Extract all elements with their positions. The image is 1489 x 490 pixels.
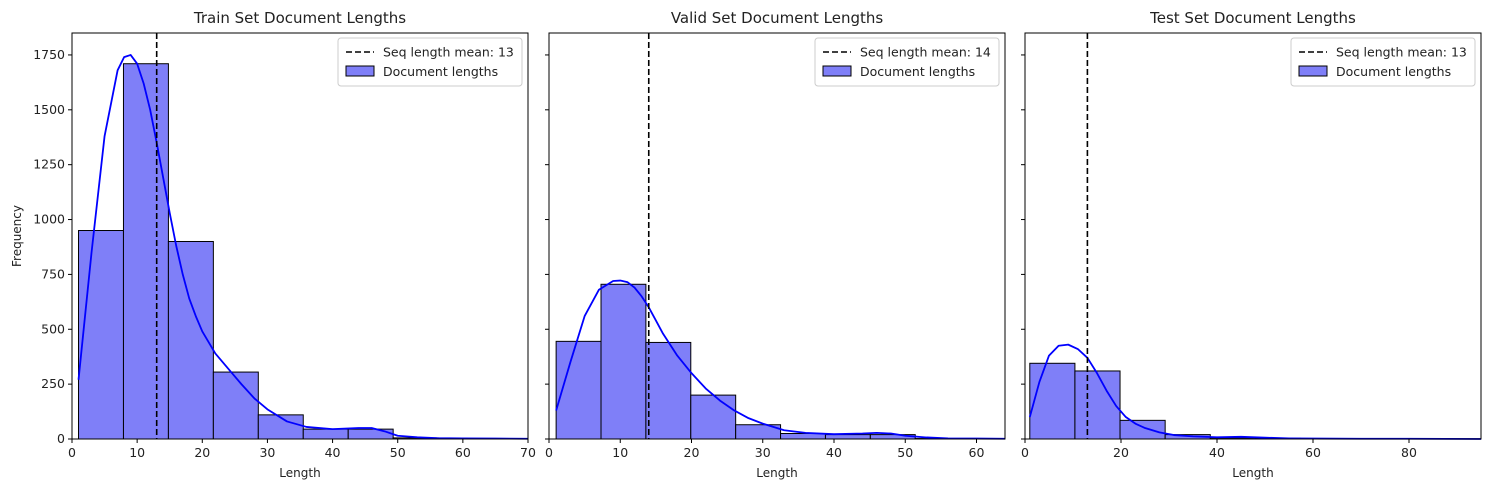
- x-tick-label: 50: [897, 445, 913, 460]
- y-tick-label: 1500: [33, 102, 65, 117]
- x-tick-label: 80: [1401, 445, 1417, 460]
- histogram-bar: [600, 283, 647, 440]
- x-tick-label: 40: [826, 445, 842, 460]
- chart-panel-2: 0 10 20 30 40 50 60 Valid Set Document Lengths L…: [545, 9, 1006, 480]
- y-tick-label: 1000: [33, 212, 65, 227]
- x-tick-label: 10: [129, 445, 145, 460]
- chart-title: Test Set Document Lengths: [1149, 9, 1356, 27]
- histogram-bars: [555, 283, 1006, 440]
- x-tick-label: 0: [545, 445, 553, 460]
- legend-label-mean: Seq length mean: 14: [860, 45, 991, 60]
- chart-panel-1: 0 10 20 30 40 50 60 70 0 250 500 750 1000 1250 1500 175…: [10, 9, 536, 480]
- legend-label-mean: Seq length mean: 13: [383, 45, 514, 60]
- x-tick-label: 20: [1113, 445, 1129, 460]
- histogram-bar: [212, 371, 259, 440]
- chart-title: Valid Set Document Lengths: [671, 9, 884, 27]
- legend-box: [1290, 37, 1476, 87]
- y-tick-label: 750: [41, 266, 65, 281]
- axes-frame: [1024, 32, 1482, 440]
- x-tick-label: 0: [68, 445, 76, 460]
- legend-label-bars: Document lengths: [1336, 64, 1451, 79]
- x-tick-label: 20: [684, 445, 700, 460]
- histogram-bar: [257, 414, 304, 440]
- histogram-bar: [302, 428, 349, 440]
- x-tick-label: 70: [520, 445, 536, 460]
- histogram-bars: [1029, 362, 1482, 440]
- y-tick-label: 250: [41, 376, 65, 391]
- legend-box: [814, 37, 1000, 87]
- legend: Seq length mean: 13 Document lengths: [337, 37, 523, 87]
- chart-panel-3: 0 20 40 60 80 Test Set Document Lengths Length…: [1021, 9, 1482, 480]
- y-tick-label: 0: [57, 431, 65, 446]
- legend-label-mean: Seq length mean: 13: [1336, 45, 1467, 60]
- x-tick-label: 30: [755, 445, 771, 460]
- kde-line: [1028, 343, 1482, 440]
- x-tick-label: 40: [1209, 445, 1225, 460]
- legend-bar-swatch: [1298, 65, 1328, 77]
- y-tick-label: 1750: [33, 47, 65, 62]
- histogram-bar: [1074, 370, 1121, 440]
- x-axis-label: Length: [279, 466, 320, 480]
- legend-bar-swatch: [345, 65, 375, 77]
- x-tick-label: 0: [1021, 445, 1029, 460]
- axes-frame: [71, 32, 529, 440]
- x-tick-label: 50: [390, 445, 406, 460]
- axes-frame: [548, 32, 1006, 440]
- x-tick-label: 60: [1305, 445, 1321, 460]
- histogram-bar: [167, 240, 214, 440]
- histogram-bars: [78, 63, 529, 440]
- histogram-bar: [78, 230, 124, 440]
- histogram-bar: [690, 394, 737, 440]
- histogram-bar: [122, 63, 169, 440]
- histogram-bar: [555, 340, 602, 440]
- legend: Seq length mean: 14 Document lengths: [814, 37, 1000, 87]
- histogram-bar: [1119, 419, 1166, 440]
- legend-label-bars: Document lengths: [383, 64, 498, 79]
- histogram-bar: [645, 341, 692, 440]
- x-tick-label: 20: [194, 445, 210, 460]
- legend-box: [337, 37, 523, 87]
- x-tick-label: 60: [969, 445, 985, 460]
- x-axis-label: Length: [1232, 466, 1273, 480]
- y-tick-label: 500: [41, 321, 65, 336]
- legend: Seq length mean: 13 Document lengths: [1290, 37, 1476, 87]
- kde-line: [555, 279, 1006, 440]
- histogram-bar: [347, 428, 394, 440]
- x-axis-label: Length: [756, 466, 797, 480]
- x-tick-label: 40: [325, 445, 341, 460]
- kde-line: [77, 54, 529, 440]
- histogram-bar: [1029, 362, 1076, 440]
- legend-bar-swatch: [822, 65, 852, 77]
- x-tick-label: 60: [455, 445, 471, 460]
- legend-label-bars: Document lengths: [860, 64, 975, 79]
- y-tick-label: 1250: [33, 157, 65, 172]
- chart-title: Train Set Document Lengths: [193, 9, 406, 27]
- x-tick-label: 10: [612, 445, 628, 460]
- y-axis-label: Frequency: [10, 205, 24, 267]
- histogram-bar: [824, 434, 871, 440]
- x-tick-label: 30: [259, 445, 275, 460]
